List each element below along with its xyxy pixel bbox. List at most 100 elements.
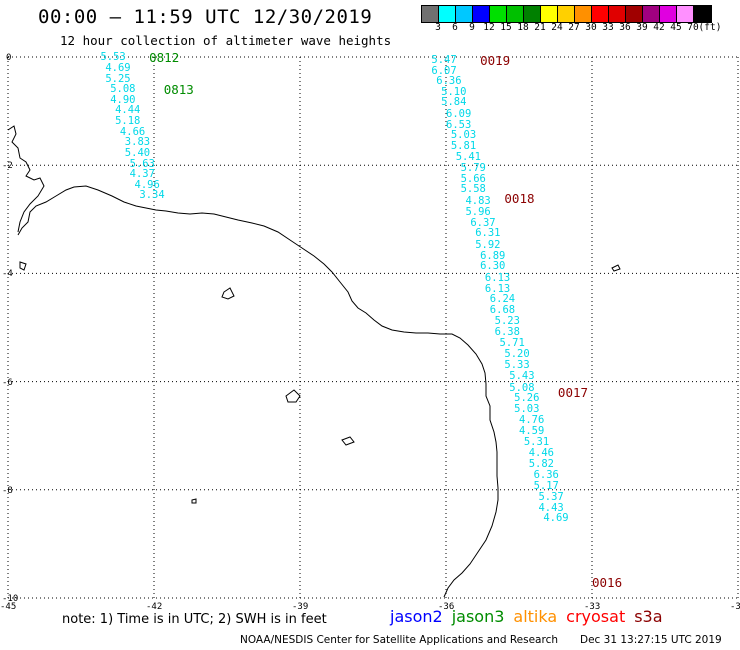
wave-height-value: 4.76 — [519, 414, 545, 426]
note-text: note: 1) Time is in UTC; 2) SWH is in fe… — [62, 612, 327, 627]
wave-height-value: 5.03 — [514, 403, 540, 416]
wave-height-value: 5.40 — [124, 146, 151, 159]
colorbar-swatch — [473, 6, 490, 22]
map-title: 00:00 – 11:59 UTC 12/30/2019 — [38, 6, 373, 28]
satellite-legend: jason2 jason3 altika cryosat s3a — [390, 607, 672, 626]
wave-height-value: 4.43 — [538, 501, 564, 514]
wave-height-value: 6.36 — [533, 468, 559, 481]
wave-height-value: 4.66 — [119, 125, 146, 138]
colorbar-label: 12 — [483, 22, 495, 33]
wave-height-value: 6.68 — [489, 304, 516, 317]
colorbar-swatch — [422, 6, 439, 22]
pass-time-label: 0016 — [592, 574, 623, 590]
lon-tick-label: -45 — [0, 602, 17, 612]
wave-height-value: 6.36 — [436, 74, 462, 87]
wave-height-value: 4.69 — [105, 61, 131, 74]
colorbar-label: 30 — [585, 22, 597, 33]
legend-entry-cryosat: cryosat — [566, 607, 626, 626]
wave-height-value: 6.07 — [431, 64, 457, 77]
wave-height-value: 5.66 — [460, 172, 486, 185]
wave-height-value: 4.96 — [134, 179, 160, 192]
colorbar-labels: 3 6 9 12 15 18 21 24 27 30 33 36 39 42 45 70 (ft) — [421, 22, 740, 34]
colorbar-swatch — [439, 6, 456, 22]
colorbar-label: 18 — [517, 22, 529, 33]
island-south — [285, 389, 301, 403]
colorbar-label: 45 — [670, 22, 682, 33]
wave-height-value: 6.13 — [484, 271, 511, 284]
colorbar-swatch — [694, 6, 711, 22]
wave-height-value: 5.03 — [450, 128, 477, 141]
lat-tick-label: -10 — [2, 594, 19, 604]
wave-height-value: 5.18 — [115, 114, 141, 127]
wave-height-value: 5.82 — [528, 457, 555, 470]
wave-height-value: 5.37 — [538, 490, 564, 503]
colorbar-label: 36 — [619, 22, 631, 33]
colorbar-swatch — [507, 6, 524, 22]
wave-height-value: 5.47 — [431, 53, 457, 66]
colorbar-label: 27 — [568, 22, 580, 33]
colorbar-swatch — [677, 6, 694, 22]
wave-height-value: 5.63 — [129, 157, 155, 170]
wave-height-value: 5.58 — [460, 183, 486, 195]
wave-height-value: 6.24 — [489, 293, 516, 306]
lon-tick-label: -33 — [584, 602, 601, 612]
island-small — [191, 498, 197, 504]
wave-height-value: 6.09 — [446, 107, 472, 120]
colorbar-swatch — [541, 6, 558, 22]
wave-height-value: 5.71 — [499, 336, 525, 349]
wave-height-value: 5.31 — [523, 436, 550, 449]
wave-height-value: 5.10 — [441, 85, 467, 98]
wave-height-value: 5.08 — [509, 381, 535, 394]
grid-lines — [7, 56, 739, 599]
wave-height-value: 5.84 — [441, 96, 467, 109]
wave-height-value: 5.17 — [533, 480, 559, 492]
colorbar-label: 9 — [469, 22, 475, 33]
colorbar-swatch — [490, 6, 507, 22]
credit-text: NOAA/NESDIS Center for Satellite Applica… — [240, 634, 558, 646]
wave-height-value: 6.37 — [470, 216, 496, 229]
colorbar-swatch — [626, 6, 643, 22]
wave-height-value: 5.43 — [509, 369, 535, 382]
wave-height-value: 5.25 — [105, 72, 131, 85]
lat-tick-label: -6 — [2, 377, 13, 388]
colorbar-swatch — [558, 6, 575, 22]
wave-height-value: 5.20 — [504, 348, 530, 360]
colorbar — [421, 5, 712, 23]
lat-tick-label: -4 — [2, 269, 13, 280]
legend-entry-jason2: jason2 — [390, 607, 443, 626]
island-east — [611, 264, 621, 272]
wave-height-value: 6.13 — [484, 282, 511, 295]
colorbar-swatch — [524, 6, 541, 22]
colorbar-label: 24 — [551, 22, 563, 33]
colorbar-label: 33 — [602, 22, 614, 33]
wave-height-value: 4.83 — [465, 194, 491, 207]
colorbar-swatch — [575, 6, 592, 22]
colorbar-label: 39 — [636, 22, 648, 33]
wave-height-value: 5.81 — [450, 139, 477, 152]
wave-height-value: 5.33 — [504, 358, 530, 371]
wave-height-value: 5.92 — [475, 238, 501, 251]
pass-time-label: 0812 — [149, 50, 180, 65]
coastline — [7, 125, 621, 598]
pass-time-label: 0813 — [163, 81, 194, 97]
wave-height-value: 6.89 — [480, 249, 506, 262]
colorbar-swatch — [660, 6, 677, 22]
island-mid — [221, 287, 235, 300]
wave-height-value: 5.79 — [460, 161, 486, 174]
wave-height-value: 3.34 — [139, 189, 165, 202]
wave-height-value: 5.53 — [100, 51, 126, 63]
lon-tick-label: -42 — [146, 602, 163, 612]
lat-tick-label: 0 — [6, 53, 12, 63]
pass-time-label: 0018 — [504, 191, 535, 207]
colorbar-swatch — [592, 6, 609, 22]
wave-height-value: 5.41 — [455, 150, 482, 163]
wave-height-value: 6.53 — [446, 118, 472, 131]
wave-height-value: 4.44 — [115, 104, 141, 117]
colorbar-label: 15 — [500, 22, 512, 33]
wave-height-value: 5.26 — [514, 392, 540, 405]
pass-time-label: 0019 — [480, 52, 511, 68]
colorbar-label: 6 — [452, 22, 458, 33]
wave-height-value: 4.46 — [528, 447, 555, 459]
legend-entry-s3a: s3a — [634, 607, 663, 626]
colorbar-label: 3 — [435, 22, 441, 33]
